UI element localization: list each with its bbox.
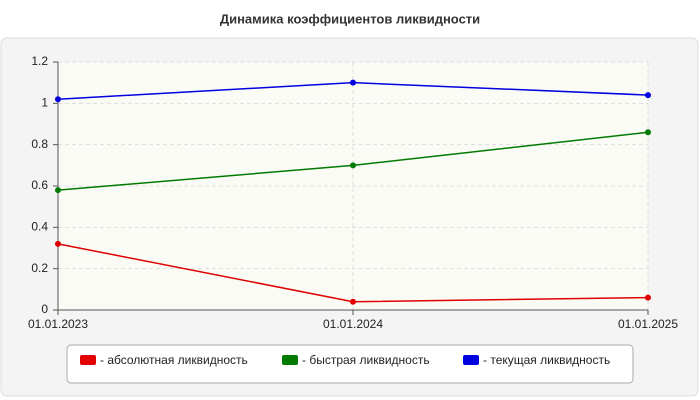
legend-swatch: [282, 355, 298, 365]
y-tick-label: 1.2: [31, 54, 48, 68]
point: [645, 294, 651, 301]
chart-title: Динамика коэффициентов ликвидности: [220, 11, 480, 26]
point: [350, 298, 356, 305]
y-tick-label: 0: [41, 302, 48, 316]
y-tick-label: 0.8: [31, 137, 48, 151]
point: [55, 187, 61, 194]
legend-swatch: [463, 355, 479, 365]
x-tick-label: 01.01.2024: [323, 317, 383, 331]
point: [55, 96, 61, 103]
point: [55, 240, 61, 247]
legend-label: - абсолютная ликвидность: [100, 353, 248, 367]
y-tick-label: 0.2: [31, 261, 48, 275]
y-tick-label: 1: [41, 96, 48, 110]
x-tick-label: 01.01.2023: [28, 317, 88, 331]
point: [645, 129, 651, 136]
legend-label: - быстрая ликвидность: [302, 353, 430, 367]
point: [645, 92, 651, 99]
x-tick-label: 01.01.2025: [618, 317, 678, 331]
y-tick-label: 0.6: [31, 178, 48, 192]
legend: [66, 344, 634, 384]
y-tick-label: 0.4: [31, 220, 48, 234]
legend-label: - текущая ликвидность: [483, 353, 610, 367]
point: [350, 162, 356, 169]
point: [350, 79, 356, 86]
legend-swatch: [80, 355, 96, 365]
